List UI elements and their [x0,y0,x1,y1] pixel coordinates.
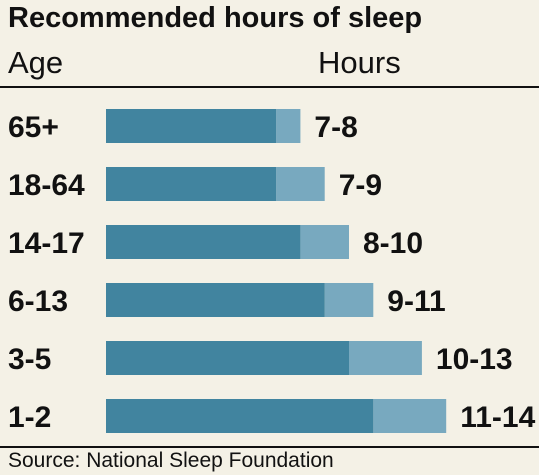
range-label: 10-13 [436,343,513,376]
range-label: 11-14 [460,401,535,434]
age-label: 14-17 [8,227,85,260]
range-label: 9-11 [387,285,445,318]
age-label: 65+ [8,111,59,144]
bar-minimum [106,109,277,143]
bar-extension [300,225,349,259]
bar-minimum [106,341,349,375]
bottom-rule [0,446,539,448]
source-note: Source: National Sleep Foundation [8,449,334,472]
age-label: 3-5 [8,343,51,376]
age-column-header: Age [8,45,64,80]
bar-extension [349,341,422,375]
bar-minimum [106,167,277,201]
age-label: 6-13 [8,285,68,318]
chart-title: Recommended hours of sleep [8,2,423,34]
bar-extension [276,167,325,201]
range-label: 7-9 [339,169,382,202]
top-rule [0,86,539,88]
range-label: 7-8 [314,111,357,144]
bar-minimum [106,399,374,433]
bar-extension [276,109,301,143]
hours-column-header: Hours [318,45,401,80]
bar-minimum [106,225,301,259]
range-label: 8-10 [363,227,423,260]
bar-extension [373,399,447,433]
bar-minimum [106,283,325,317]
bar-extension [324,283,374,317]
age-label: 18-64 [8,169,85,202]
age-label: 1-2 [8,401,51,434]
